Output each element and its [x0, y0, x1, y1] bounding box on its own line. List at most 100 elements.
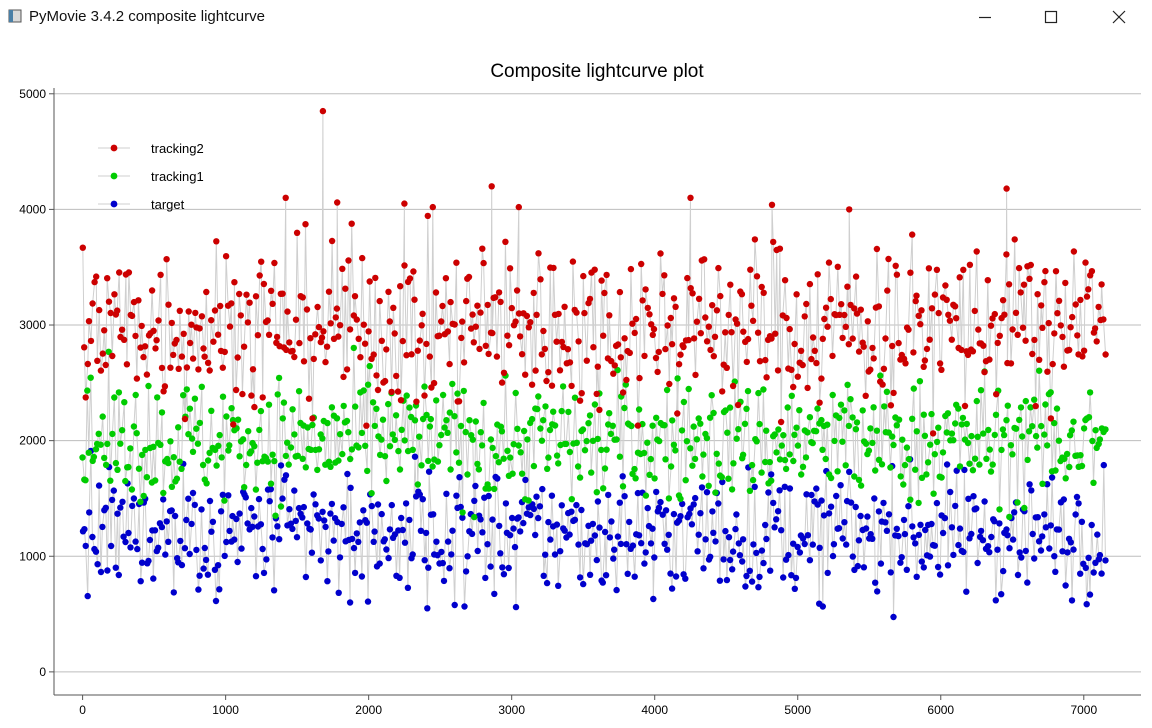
- data-point-tracking1: [924, 459, 932, 466]
- data-point-tracking1: [282, 452, 290, 460]
- data-point-target: [155, 544, 162, 551]
- data-point-tracking2: [485, 350, 492, 358]
- data-point-target: [833, 492, 840, 500]
- data-point-target: [370, 538, 377, 545]
- data-point-tracking2: [537, 276, 544, 283]
- data-point-tracking2: [581, 309, 588, 317]
- data-point-tracking2: [827, 295, 834, 303]
- data-point-tracking2: [222, 253, 230, 260]
- data-point-tracking1: [455, 459, 463, 466]
- data-point-tracking2: [120, 336, 128, 343]
- data-point-tracking2: [564, 346, 572, 353]
- data-point-tracking2: [842, 323, 849, 330]
- close-button[interactable]: [1096, 0, 1142, 34]
- data-point-tracking2: [569, 258, 577, 265]
- data-point-tracking2: [516, 333, 524, 340]
- data-point-target: [928, 520, 935, 528]
- data-point-tracking1: [739, 451, 747, 458]
- data-point-target: [877, 560, 885, 567]
- data-point-tracking2: [751, 236, 759, 243]
- data-point-target: [760, 559, 767, 567]
- data-point-tracking2: [550, 264, 557, 272]
- data-point-target: [508, 514, 516, 522]
- data-point-tracking1: [756, 420, 763, 428]
- data-point-tracking2: [107, 309, 114, 317]
- data-point-target: [1048, 474, 1056, 481]
- data-point-target: [510, 525, 517, 532]
- data-point-target: [200, 565, 207, 572]
- data-point-tracking2: [307, 335, 314, 342]
- data-point-target: [216, 586, 223, 593]
- maximize-button[interactable]: [1028, 0, 1074, 34]
- lightcurve-plot[interactable]: Composite lightcurve plot 01000200030004…: [0, 34, 1152, 728]
- data-point-tracking1: [996, 506, 1003, 513]
- data-point-tracking1: [112, 459, 120, 467]
- data-point-tracking2: [921, 357, 929, 364]
- data-point-tracking2: [1005, 281, 1013, 288]
- data-point-target: [943, 461, 951, 468]
- data-point-tracking1: [1016, 416, 1023, 424]
- series-line-tracking2: [82, 111, 1107, 434]
- data-point-tracking1: [206, 449, 213, 456]
- data-point-target: [344, 470, 351, 478]
- data-point-target: [115, 571, 123, 579]
- data-point-tracking2: [310, 355, 317, 363]
- data-point-tracking1: [775, 426, 782, 433]
- data-point-tracking2: [259, 394, 266, 401]
- data-point-tracking1: [1052, 467, 1059, 474]
- data-point-tracking2: [200, 345, 207, 352]
- data-point-target: [193, 546, 200, 554]
- data-point-tracking1: [509, 470, 516, 477]
- data-point-tracking1: [433, 397, 440, 404]
- data-point-tracking2: [357, 354, 364, 361]
- data-point-target: [986, 549, 993, 556]
- data-point-tracking1: [368, 490, 375, 497]
- data-point-tracking2: [418, 322, 425, 329]
- data-point-tracking1: [744, 387, 752, 395]
- minimize-button[interactable]: [962, 0, 1008, 34]
- data-point-tracking2: [1015, 264, 1023, 272]
- data-point-tracking2: [862, 392, 869, 399]
- data-point-tracking2: [1098, 281, 1105, 288]
- data-point-tracking2: [397, 397, 405, 404]
- data-point-tracking2: [104, 275, 111, 282]
- data-point-tracking2: [360, 321, 367, 328]
- data-point-tracking1: [498, 428, 506, 435]
- data-point-tracking2: [353, 316, 360, 323]
- data-point-tracking1: [710, 409, 717, 417]
- data-point-tracking1: [758, 469, 765, 476]
- data-point-tracking2: [244, 319, 252, 326]
- data-point-tracking2: [226, 323, 234, 330]
- data-point-target: [1009, 536, 1017, 543]
- data-point-tracking1: [865, 447, 873, 454]
- data-point-tracking2: [237, 312, 244, 319]
- data-point-tracking2: [600, 332, 607, 339]
- data-point-tracking2: [419, 310, 426, 317]
- data-point-tracking2: [1100, 316, 1107, 323]
- data-point-tracking2: [1029, 350, 1036, 358]
- data-point-tracking1: [693, 436, 701, 443]
- data-point-tracking1: [551, 422, 559, 429]
- data-point-tracking2: [931, 291, 939, 298]
- data-point-tracking2: [186, 339, 194, 347]
- data-point-tracking2: [141, 343, 149, 350]
- data-point-target: [317, 557, 324, 564]
- data-point-target: [955, 541, 962, 549]
- data-point-target: [177, 537, 184, 545]
- data-point-target: [801, 540, 808, 548]
- data-point-tracking1: [464, 471, 471, 478]
- data-point-target: [599, 579, 606, 586]
- data-point-tracking2: [333, 305, 341, 312]
- data-point-target: [374, 501, 382, 508]
- data-point-tracking2: [322, 358, 329, 366]
- data-point-target: [422, 529, 430, 537]
- data-point-tracking2: [809, 334, 817, 341]
- data-point-tracking1: [964, 439, 972, 447]
- data-point-tracking1: [480, 399, 487, 407]
- data-point-target: [857, 512, 864, 520]
- data-point-tracking1: [999, 426, 1007, 433]
- data-point-target: [1096, 551, 1104, 559]
- data-point-tracking1: [985, 426, 992, 434]
- data-point-tracking2: [198, 313, 206, 320]
- data-point-tracking2: [372, 274, 379, 282]
